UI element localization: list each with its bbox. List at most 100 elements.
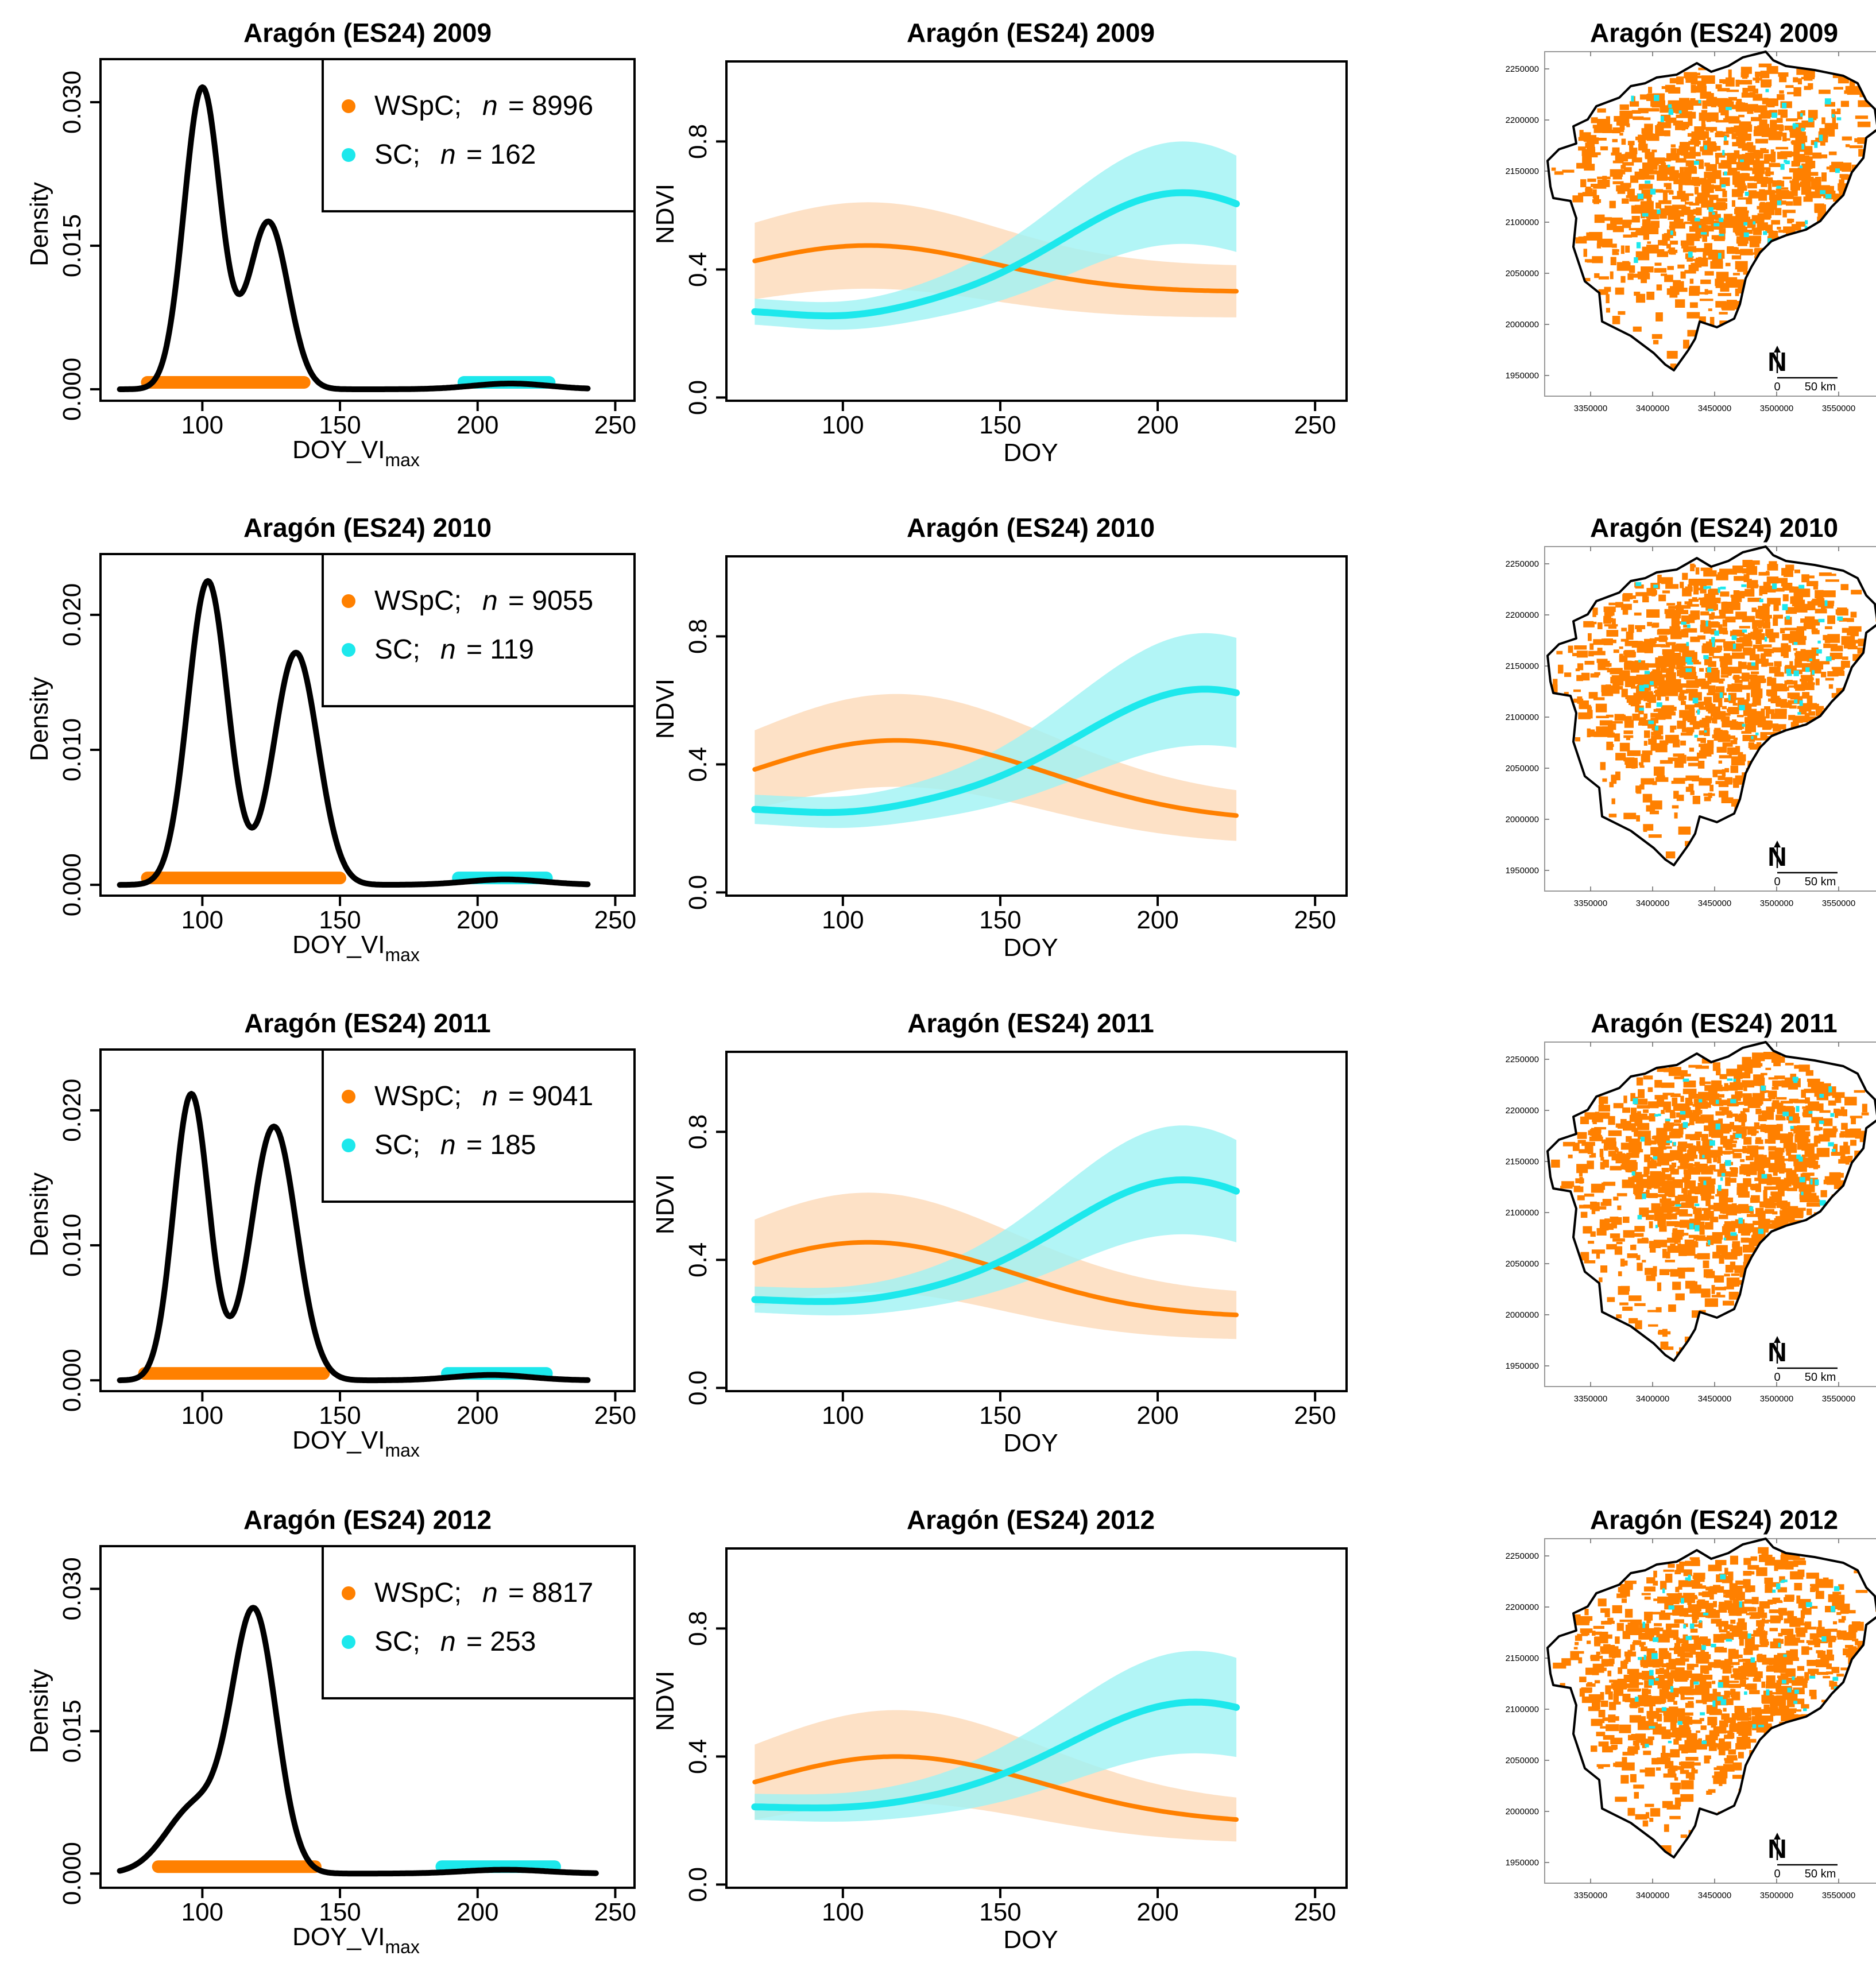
legend-n-symbol: n bbox=[482, 91, 498, 121]
ndvi-panel-7: Aragón (ES24) 2011 100 150 200 250 0.0 0.4 0.8 D… bbox=[651, 1008, 1348, 1457]
x-tick-label: 200 bbox=[457, 906, 498, 934]
north-label: N bbox=[1767, 347, 1786, 377]
map-wspc-pixels bbox=[1551, 63, 1876, 369]
legend-box bbox=[322, 1545, 636, 1699]
legend-n-symbol: n bbox=[440, 1130, 456, 1160]
y-tick-label: 0.010 bbox=[58, 1214, 86, 1277]
legend-count: = 8996 bbox=[508, 91, 593, 121]
scale-label-start: 0 bbox=[1774, 1868, 1780, 1880]
north-arrow: N bbox=[1767, 841, 1787, 872]
legend-marker-sc bbox=[342, 643, 355, 657]
line-wspc bbox=[752, 243, 1239, 294]
map-panel-2: Aragón (ES24) 2009 2250000 2200000 2150000 2… bbox=[1506, 18, 1876, 413]
legend-n-symbol: n bbox=[440, 1627, 456, 1657]
x-tick-label: 100 bbox=[181, 1401, 223, 1430]
x-tick-label: 200 bbox=[457, 411, 498, 439]
scale-label-end: 50 km bbox=[1805, 381, 1836, 393]
x-axis-label-sub: max bbox=[385, 450, 419, 470]
map-y-tick-label: 2250000 bbox=[1506, 1551, 1539, 1561]
legend-count: = 8817 bbox=[508, 1578, 593, 1608]
legend-marker-wspc bbox=[342, 99, 355, 113]
legend-label: SC; bbox=[374, 634, 420, 665]
legend-label: SC; bbox=[374, 1627, 420, 1657]
map-y-tick-label: 2150000 bbox=[1506, 1654, 1539, 1663]
panel-title: Aragón (ES24) 2010 bbox=[1590, 513, 1838, 543]
region-outline bbox=[1546, 1041, 1876, 1362]
x-tick-label: 200 bbox=[457, 1401, 498, 1430]
y-tick-label: 0.020 bbox=[58, 1079, 86, 1142]
map-y-tick-label: 1950000 bbox=[1506, 1858, 1539, 1868]
scale-label-start: 0 bbox=[1774, 381, 1780, 393]
legend: WSpC; n = 8996 SC; n = 162 bbox=[322, 58, 636, 212]
map-x-tick-label: 3500000 bbox=[1760, 899, 1793, 908]
map-y-tick-label: 2000000 bbox=[1506, 815, 1539, 824]
density-curve bbox=[117, 1091, 591, 1384]
map-sc-pixels bbox=[1635, 582, 1843, 739]
y-tick-label: 0.4 bbox=[684, 252, 712, 287]
x-tick-label: 150 bbox=[319, 906, 361, 934]
x-tick-label: 200 bbox=[1136, 1401, 1178, 1430]
x-tick-label: 250 bbox=[594, 906, 636, 934]
map-x-tick-label: 3350000 bbox=[1574, 404, 1607, 413]
x-tick-label: 100 bbox=[181, 906, 223, 934]
x-tick-label: 250 bbox=[594, 1898, 636, 1926]
legend-count: = 9055 bbox=[508, 586, 593, 616]
map-panel-11: Aragón (ES24) 2012 2250000 2200000 2150000 2… bbox=[1506, 1505, 1876, 1900]
density-curve bbox=[117, 578, 591, 888]
map-y-tick-label: 2250000 bbox=[1506, 64, 1539, 74]
y-tick-label: 0.4 bbox=[684, 747, 712, 782]
band-sc bbox=[755, 1125, 1237, 1316]
map-y-tick-label: 2250000 bbox=[1506, 1055, 1539, 1064]
x-tick-label: 150 bbox=[319, 411, 361, 439]
x-axis-label-main: DOY_VI bbox=[292, 1923, 385, 1951]
y-tick-label: 0.0 bbox=[684, 1867, 712, 1902]
map-pixels bbox=[1551, 1052, 1870, 1359]
map-y-tick-label: 2200000 bbox=[1506, 1106, 1539, 1116]
y-tick-label: 0.000 bbox=[58, 1349, 86, 1412]
map-x-tick-label: 3350000 bbox=[1574, 1394, 1607, 1404]
north-label: N bbox=[1767, 1834, 1786, 1864]
y-tick-label: 0.4 bbox=[684, 1242, 712, 1277]
map-y-tick-label: 2200000 bbox=[1506, 115, 1539, 125]
legend-n-symbol: n bbox=[440, 140, 456, 170]
map-pixels bbox=[1553, 1547, 1876, 1854]
x-axis-label: DOY bbox=[1003, 934, 1058, 962]
density-panel-0: Aragón (ES24) 2009 WSpC; n = 8996 SC; n = 162 1… bbox=[25, 18, 636, 470]
y-tick-label: 0.8 bbox=[684, 124, 712, 159]
map-frame bbox=[1544, 51, 1876, 397]
panel-title: Aragón (ES24) 2010 bbox=[907, 513, 1155, 543]
y-tick-label: 0.015 bbox=[58, 1699, 86, 1763]
map-x-tick-label: 3400000 bbox=[1636, 1394, 1669, 1404]
x-tick-label: 100 bbox=[822, 1401, 864, 1430]
map-x-tick-label: 3400000 bbox=[1636, 1891, 1669, 1900]
north-arrow: N bbox=[1767, 1833, 1787, 1864]
map-x-tick-label: 3550000 bbox=[1822, 899, 1855, 908]
legend-marker-sc bbox=[342, 148, 355, 162]
legend-count: = 162 bbox=[466, 140, 536, 170]
legend-label: WSpC; bbox=[374, 1081, 462, 1112]
band-sc bbox=[755, 1651, 1237, 1822]
line-sc bbox=[751, 686, 1240, 816]
map-y-tick-label: 2000000 bbox=[1506, 1310, 1539, 1320]
map-y-tick-label: 2200000 bbox=[1506, 1602, 1539, 1612]
panel-title: Aragón (ES24) 2010 bbox=[243, 513, 492, 543]
map-y-tick-label: 2250000 bbox=[1506, 559, 1539, 569]
y-axis-label: NDVI bbox=[651, 184, 679, 244]
y-tick-label: 0.015 bbox=[58, 214, 86, 277]
legend-marker-sc bbox=[342, 1635, 355, 1649]
ndvi-panel-4: Aragón (ES24) 2010 100 150 200 250 0.0 0.4 0.8 D… bbox=[651, 513, 1348, 962]
x-axis-label: DOY_VImax bbox=[292, 436, 420, 470]
x-axis-label: DOY bbox=[1003, 439, 1058, 467]
line-sc bbox=[751, 1698, 1240, 1811]
map-y-tick-label: 2100000 bbox=[1506, 218, 1539, 227]
line-wspc bbox=[752, 738, 1239, 818]
panel-title: Aragón (ES24) 2011 bbox=[1591, 1008, 1838, 1038]
panel-title: Aragón (ES24) 2012 bbox=[243, 1505, 492, 1535]
scale-label-start: 0 bbox=[1774, 1371, 1780, 1384]
map-pixels bbox=[1551, 560, 1876, 859]
map-frame bbox=[1544, 1538, 1876, 1884]
y-axis-label: Density bbox=[25, 182, 53, 266]
panel-title: Aragón (ES24) 2009 bbox=[243, 18, 492, 48]
line-sc bbox=[751, 189, 1240, 320]
